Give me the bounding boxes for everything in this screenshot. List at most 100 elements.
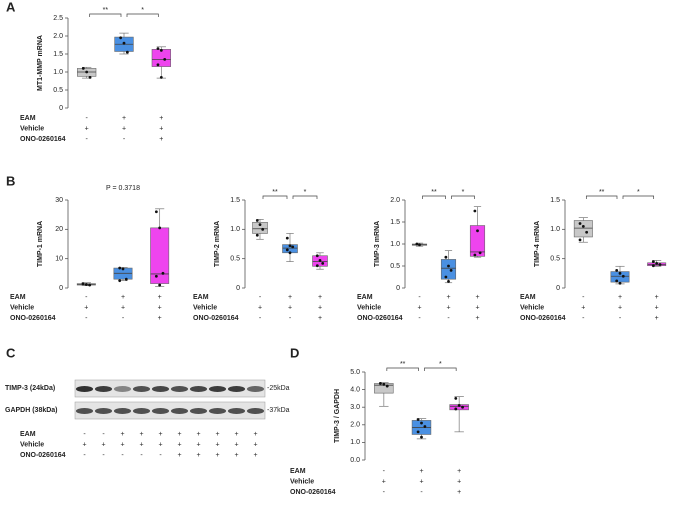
condition-label: Vehicle bbox=[520, 304, 544, 311]
condition-sign: + bbox=[318, 304, 322, 311]
condition-sign: - bbox=[85, 136, 88, 143]
condition-sign: + bbox=[139, 441, 143, 448]
condition-sign: + bbox=[159, 125, 163, 132]
condition-label: ONO-0260164 bbox=[357, 315, 403, 322]
condition-label: Vehicle bbox=[20, 125, 44, 132]
data-point bbox=[655, 261, 659, 265]
data-point bbox=[315, 254, 319, 258]
significance-label: ** bbox=[103, 7, 109, 14]
y-tick-label: 0 bbox=[236, 285, 240, 292]
blot-band bbox=[75, 408, 94, 414]
box bbox=[469, 225, 486, 257]
data-point bbox=[420, 435, 423, 439]
data-point bbox=[651, 260, 655, 263]
condition-sign: - bbox=[289, 315, 292, 322]
condition-sign: + bbox=[618, 304, 622, 311]
annotation: P = 0.3718 bbox=[106, 185, 140, 192]
significance-bracket bbox=[424, 367, 457, 371]
data-point bbox=[618, 271, 622, 275]
blot-band bbox=[113, 386, 132, 392]
condition-label: EAM bbox=[520, 294, 536, 301]
data-point bbox=[461, 405, 464, 409]
condition-sign: + bbox=[159, 136, 163, 143]
data-point bbox=[447, 280, 450, 283]
condition-sign: - bbox=[420, 489, 423, 496]
condition-sign: + bbox=[457, 478, 461, 485]
condition-label: ONO-0260164 bbox=[290, 489, 336, 496]
data-point bbox=[444, 255, 448, 259]
significance-label: ** bbox=[400, 361, 406, 368]
data-point bbox=[288, 244, 292, 248]
y-tick-label: 3.0 bbox=[350, 404, 360, 411]
condition-sign: + bbox=[618, 294, 622, 301]
y-tick-label: 2.0 bbox=[390, 197, 400, 204]
data-point bbox=[154, 274, 158, 278]
y-tick-label: 2.5 bbox=[53, 15, 63, 22]
condition-label: EAM bbox=[290, 468, 306, 475]
blot-band bbox=[132, 408, 151, 414]
box bbox=[440, 259, 457, 280]
condition-sign: + bbox=[122, 115, 126, 122]
condition-sign: + bbox=[158, 304, 162, 311]
condition-sign: + bbox=[234, 441, 238, 448]
data-point bbox=[621, 274, 625, 278]
blot-band bbox=[246, 408, 265, 414]
data-point bbox=[118, 279, 122, 283]
y-tick-label: 0.5 bbox=[230, 256, 240, 263]
data-point bbox=[255, 233, 259, 237]
y-tick-label: 10 bbox=[55, 256, 63, 263]
condition-sign: - bbox=[83, 431, 86, 438]
blot-strip bbox=[74, 379, 266, 398]
condition-sign: + bbox=[457, 489, 461, 496]
condition-sign: + bbox=[84, 304, 88, 311]
data-point bbox=[288, 251, 292, 255]
y-tick-label: 1.0 bbox=[390, 241, 400, 248]
box bbox=[150, 227, 170, 284]
data-point bbox=[415, 242, 419, 246]
data-point bbox=[163, 58, 167, 61]
blot-band bbox=[151, 386, 170, 392]
condition-sign: + bbox=[234, 431, 238, 438]
condition-sign: - bbox=[122, 315, 125, 322]
y-tick-label: 1.0 bbox=[350, 439, 360, 446]
significance-label: * bbox=[304, 189, 307, 196]
condition-sign: + bbox=[158, 431, 162, 438]
significance-label: ** bbox=[431, 189, 437, 196]
data-point bbox=[423, 425, 427, 428]
condition-sign: - bbox=[83, 452, 86, 459]
condition-sign: + bbox=[85, 125, 89, 132]
blot-band bbox=[246, 386, 265, 392]
data-point bbox=[457, 404, 461, 407]
condition-sign: - bbox=[447, 315, 450, 322]
condition-sign: + bbox=[177, 452, 181, 459]
condition-label: ONO-0260164 bbox=[20, 452, 66, 459]
blot-band bbox=[189, 408, 208, 414]
condition-sign: + bbox=[159, 115, 163, 122]
data-point bbox=[258, 223, 262, 227]
condition-sign: + bbox=[475, 304, 479, 311]
panel-letter: C bbox=[6, 345, 16, 360]
significance-bracket bbox=[422, 195, 446, 199]
band-marker: -37kDa bbox=[267, 407, 290, 414]
data-point bbox=[658, 263, 662, 266]
condition-sign: - bbox=[383, 489, 386, 496]
data-point bbox=[156, 47, 160, 50]
y-axis-label: TIMP-3 mRNA bbox=[374, 221, 381, 267]
y-tick-label: 20 bbox=[55, 226, 63, 233]
condition-label: EAM bbox=[20, 431, 36, 438]
data-point bbox=[119, 36, 123, 40]
condition-sign: + bbox=[215, 431, 219, 438]
condition-sign: - bbox=[159, 452, 162, 459]
blot-band bbox=[75, 386, 94, 392]
condition-sign: + bbox=[457, 468, 461, 475]
condition-label: ONO-0260164 bbox=[10, 315, 56, 322]
condition-sign: + bbox=[101, 441, 105, 448]
significance-bracket bbox=[386, 367, 419, 371]
data-point bbox=[447, 264, 450, 268]
condition-sign: + bbox=[177, 431, 181, 438]
condition-sign: - bbox=[123, 136, 126, 143]
data-point bbox=[478, 251, 482, 255]
data-point bbox=[454, 397, 458, 400]
y-axis-label: TIMP-2 mRNA bbox=[214, 221, 221, 267]
